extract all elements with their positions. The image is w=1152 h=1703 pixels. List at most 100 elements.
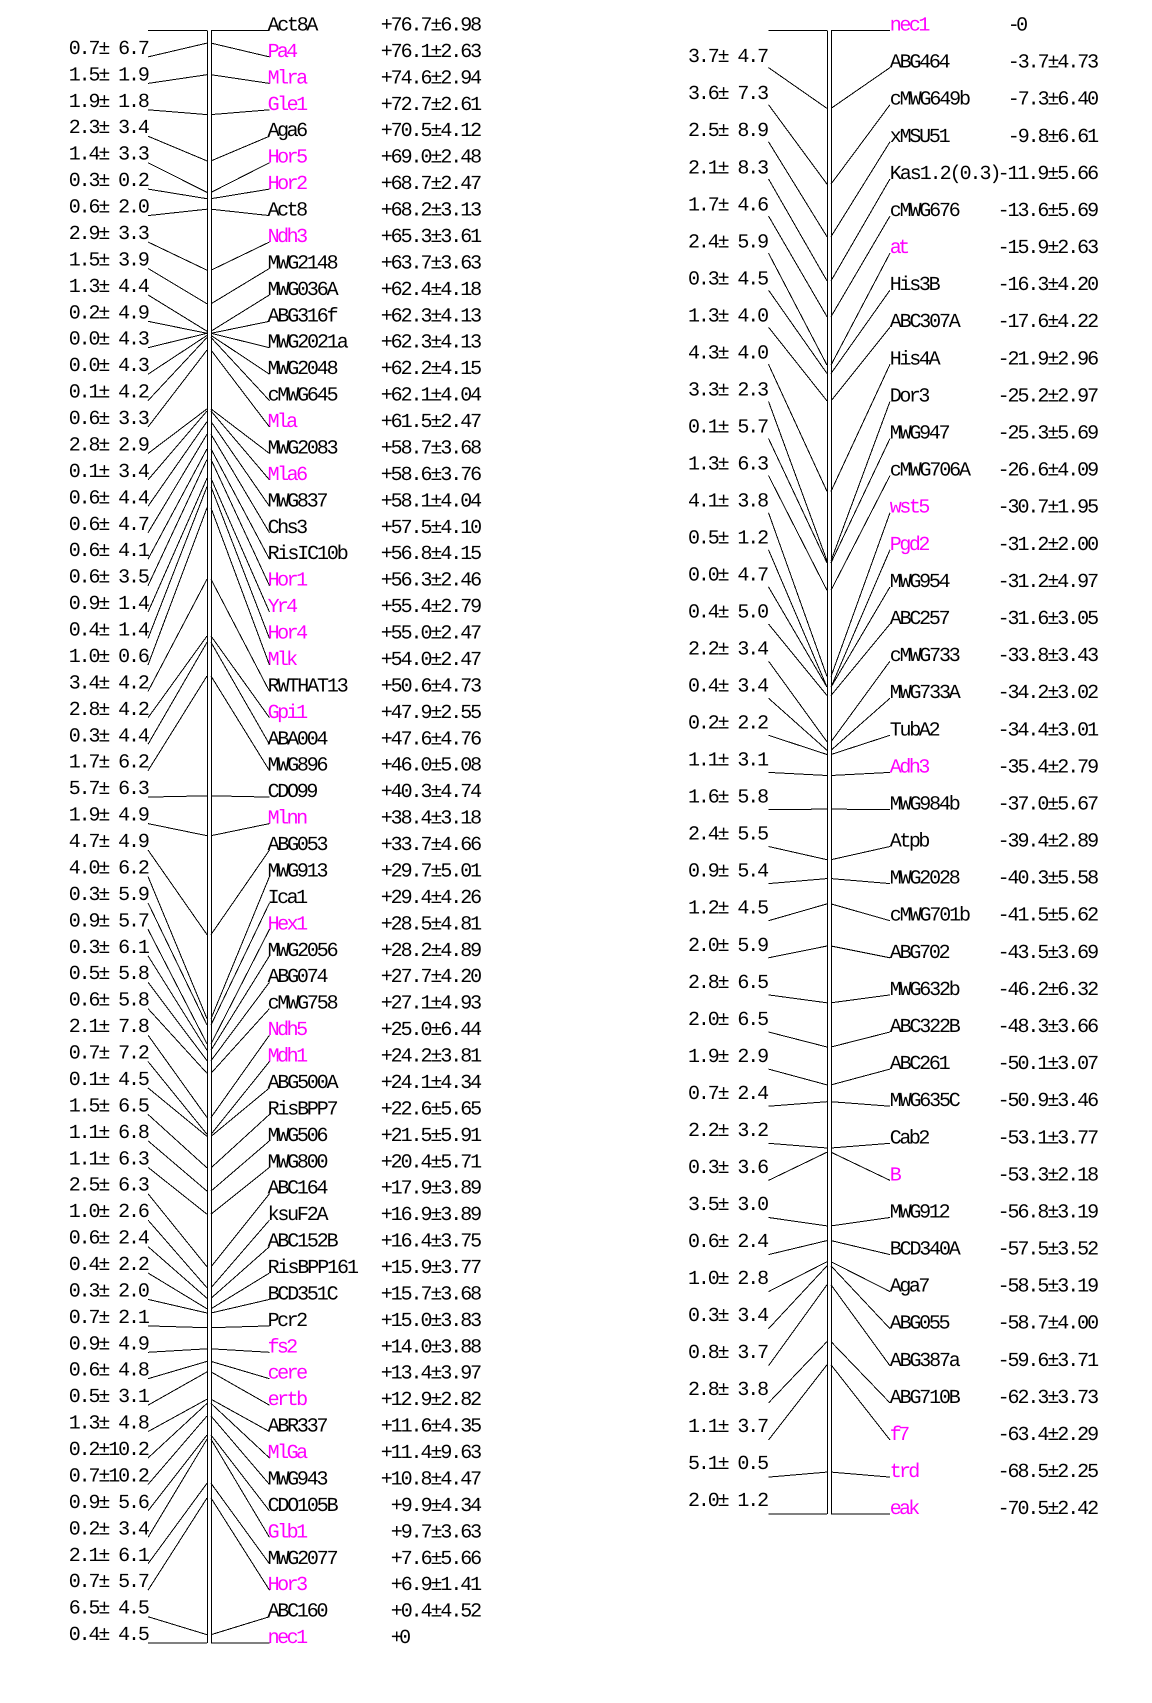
svg-text:2.5± 6.3: 2.5± 6.3	[69, 1175, 150, 1198]
svg-text:CDO99: CDO99	[268, 781, 319, 804]
svg-text:2.0± 5.9: 2.0± 5.9	[688, 935, 769, 958]
svg-text:His3B: His3B	[890, 274, 941, 297]
svg-text:+74.6±2.94: +74.6±2.94	[381, 67, 483, 90]
svg-text:Kas1.2(0.3): Kas1.2(0.3)	[890, 163, 1002, 186]
svg-text:+55.0±2.47: +55.0±2.47	[381, 623, 483, 646]
svg-text:-35.4±2.79: -35.4±2.79	[998, 756, 1100, 779]
svg-text:Glb1: Glb1	[268, 1521, 309, 1544]
svg-text:+27.7±4.20: +27.7±4.20	[381, 966, 483, 989]
svg-text:+25.0±6.44: +25.0±6.44	[381, 1019, 483, 1042]
svg-text:1.5± 3.9: 1.5± 3.9	[69, 249, 150, 272]
svg-text:+40.3±4.74: +40.3±4.74	[381, 781, 483, 804]
svg-text:3.6± 7.3: 3.6± 7.3	[688, 83, 769, 106]
svg-text:-53.1±3.77: -53.1±3.77	[998, 1127, 1100, 1150]
svg-text:0.3± 0.2: 0.3± 0.2	[69, 170, 150, 193]
svg-text:+10.8±4.47: +10.8±4.47	[381, 1469, 483, 1492]
svg-text:+62.1±4.04: +62.1±4.04	[381, 385, 483, 408]
svg-text:+21.5±5.91: +21.5±5.91	[381, 1125, 483, 1148]
svg-text:1.3± 4.0: 1.3± 4.0	[688, 305, 769, 328]
svg-text:+65.3±3.61: +65.3±3.61	[381, 226, 483, 249]
svg-text:0.7± 5.7: 0.7± 5.7	[69, 1571, 150, 1594]
svg-text:0.3± 4.4: 0.3± 4.4	[69, 725, 150, 748]
svg-text:1.3± 6.3: 1.3± 6.3	[688, 454, 769, 477]
svg-text:0.5± 5.8: 0.5± 5.8	[69, 963, 150, 986]
svg-text:+29.7±5.01: +29.7±5.01	[381, 861, 483, 884]
svg-text:MWG913: MWG913	[268, 861, 329, 884]
svg-text:+16.4±3.75: +16.4±3.75	[381, 1231, 483, 1254]
svg-text:0.2±10.2: 0.2±10.2	[69, 1439, 150, 1462]
svg-text:ABG316f: ABG316f	[268, 305, 339, 328]
svg-text:+17.9±3.89: +17.9±3.89	[381, 1178, 483, 1201]
svg-text:0.4± 2.2: 0.4± 2.2	[69, 1254, 150, 1277]
svg-text:RisIC10b: RisIC10b	[268, 543, 349, 566]
svg-text:ertb: ertb	[268, 1389, 309, 1412]
svg-text:cMWG645: cMWG645	[268, 385, 339, 408]
svg-text:0.8± 3.7: 0.8± 3.7	[688, 1342, 769, 1365]
svg-text:MWG2077: MWG2077	[268, 1548, 339, 1571]
svg-text:MWG506: MWG506	[268, 1125, 329, 1148]
svg-text:2.1± 7.8: 2.1± 7.8	[69, 1016, 150, 1039]
svg-text:Mdh1: Mdh1	[268, 1046, 309, 1069]
svg-text:+62.3±4.13: +62.3±4.13	[381, 332, 483, 355]
svg-text:+9.9±4.34: +9.9±4.34	[391, 1495, 482, 1518]
svg-text:Mlnn: Mlnn	[268, 808, 309, 831]
svg-text:0.6± 2.0: 0.6± 2.0	[69, 197, 150, 220]
svg-text:3.5± 3.0: 3.5± 3.0	[688, 1194, 769, 1217]
svg-text:Chs3: Chs3	[268, 517, 309, 540]
svg-text:ABG055: ABG055	[890, 1313, 951, 1336]
svg-text:Hex1: Hex1	[268, 913, 309, 936]
svg-text:-31.2±2.00: -31.2±2.00	[998, 534, 1100, 557]
svg-text:3.7± 4.7: 3.7± 4.7	[688, 46, 769, 69]
svg-text:RisBPP161: RisBPP161	[268, 1257, 359, 1280]
svg-text:-50.1±3.07: -50.1±3.07	[998, 1053, 1100, 1076]
svg-text:MWG036A: MWG036A	[268, 279, 339, 302]
svg-text:-15.9±2.63: -15.9±2.63	[998, 237, 1100, 260]
svg-text:Gle1: Gle1	[268, 94, 309, 117]
svg-text:+76.7±6.98: +76.7±6.98	[381, 15, 483, 38]
svg-text:Hor1: Hor1	[268, 570, 309, 593]
svg-text:-37.0±5.67: -37.0±5.67	[998, 793, 1100, 816]
svg-text:xMSU51: xMSU51	[890, 126, 951, 149]
svg-text:-62.3±3.73: -62.3±3.73	[998, 1387, 1100, 1410]
svg-text:0.3± 3.4: 0.3± 3.4	[688, 1305, 769, 1328]
svg-text:0.0± 4.3: 0.0± 4.3	[69, 355, 150, 378]
svg-text:trd: trd	[890, 1461, 921, 1484]
svg-text:Mla: Mla	[268, 411, 299, 434]
svg-text:ABG464: ABG464	[890, 52, 951, 75]
svg-text:4.7± 4.9: 4.7± 4.9	[69, 831, 150, 854]
svg-text:-68.5±2.25: -68.5±2.25	[998, 1461, 1100, 1484]
svg-text:4.1± 3.8: 4.1± 3.8	[688, 491, 769, 514]
svg-text:+61.5±2.47: +61.5±2.47	[381, 411, 483, 434]
svg-text:0.3± 3.6: 0.3± 3.6	[688, 1157, 769, 1180]
svg-text:ABG387a: ABG387a	[890, 1350, 961, 1373]
svg-text:5.1± 0.5: 5.1± 0.5	[688, 1453, 769, 1476]
svg-text:-7.3±6.40: -7.3±6.40	[1008, 89, 1099, 112]
svg-text:0.3± 6.1: 0.3± 6.1	[69, 937, 150, 960]
svg-text:Aga7: Aga7	[890, 1276, 931, 1299]
svg-text:+11.4±9.63: +11.4±9.63	[381, 1442, 483, 1465]
svg-text:-30.7±1.95: -30.7±1.95	[998, 497, 1100, 520]
svg-text:1.0± 2.8: 1.0± 2.8	[688, 1268, 769, 1291]
svg-text:Hor3: Hor3	[268, 1574, 309, 1597]
svg-text:-31.6±3.05: -31.6±3.05	[998, 608, 1100, 631]
svg-text:Mlra: Mlra	[268, 67, 309, 90]
svg-text:2.1± 6.1: 2.1± 6.1	[69, 1545, 150, 1568]
svg-text:fs2: fs2	[268, 1336, 299, 1359]
svg-text:-41.5±5.62: -41.5±5.62	[998, 905, 1100, 928]
svg-text:+55.4±2.79: +55.4±2.79	[381, 596, 483, 619]
svg-text:ABC322B: ABC322B	[890, 1016, 961, 1039]
svg-text:0.1± 5.7: 0.1± 5.7	[688, 416, 769, 439]
svg-text:Ndh5: Ndh5	[268, 1019, 309, 1042]
svg-text:-0: -0	[1008, 15, 1028, 38]
svg-text:+62.4±4.18: +62.4±4.18	[381, 279, 483, 302]
svg-text:-39.4±2.89: -39.4±2.89	[998, 831, 1100, 854]
svg-text:-16.3±4.20: -16.3±4.20	[998, 274, 1100, 297]
svg-text:-25.2±2.97: -25.2±2.97	[998, 385, 1100, 408]
svg-text:1.3± 4.4: 1.3± 4.4	[69, 276, 150, 299]
svg-text:2.4± 5.9: 2.4± 5.9	[688, 231, 769, 254]
svg-text:0.2± 3.4: 0.2± 3.4	[69, 1518, 150, 1541]
svg-text:0.6± 2.4: 0.6± 2.4	[69, 1228, 150, 1251]
svg-text:-9.8±6.61: -9.8±6.61	[1008, 126, 1099, 149]
svg-text:-13.6±5.69: -13.6±5.69	[998, 200, 1100, 223]
svg-text:1.5± 6.5: 1.5± 6.5	[69, 1095, 150, 1118]
